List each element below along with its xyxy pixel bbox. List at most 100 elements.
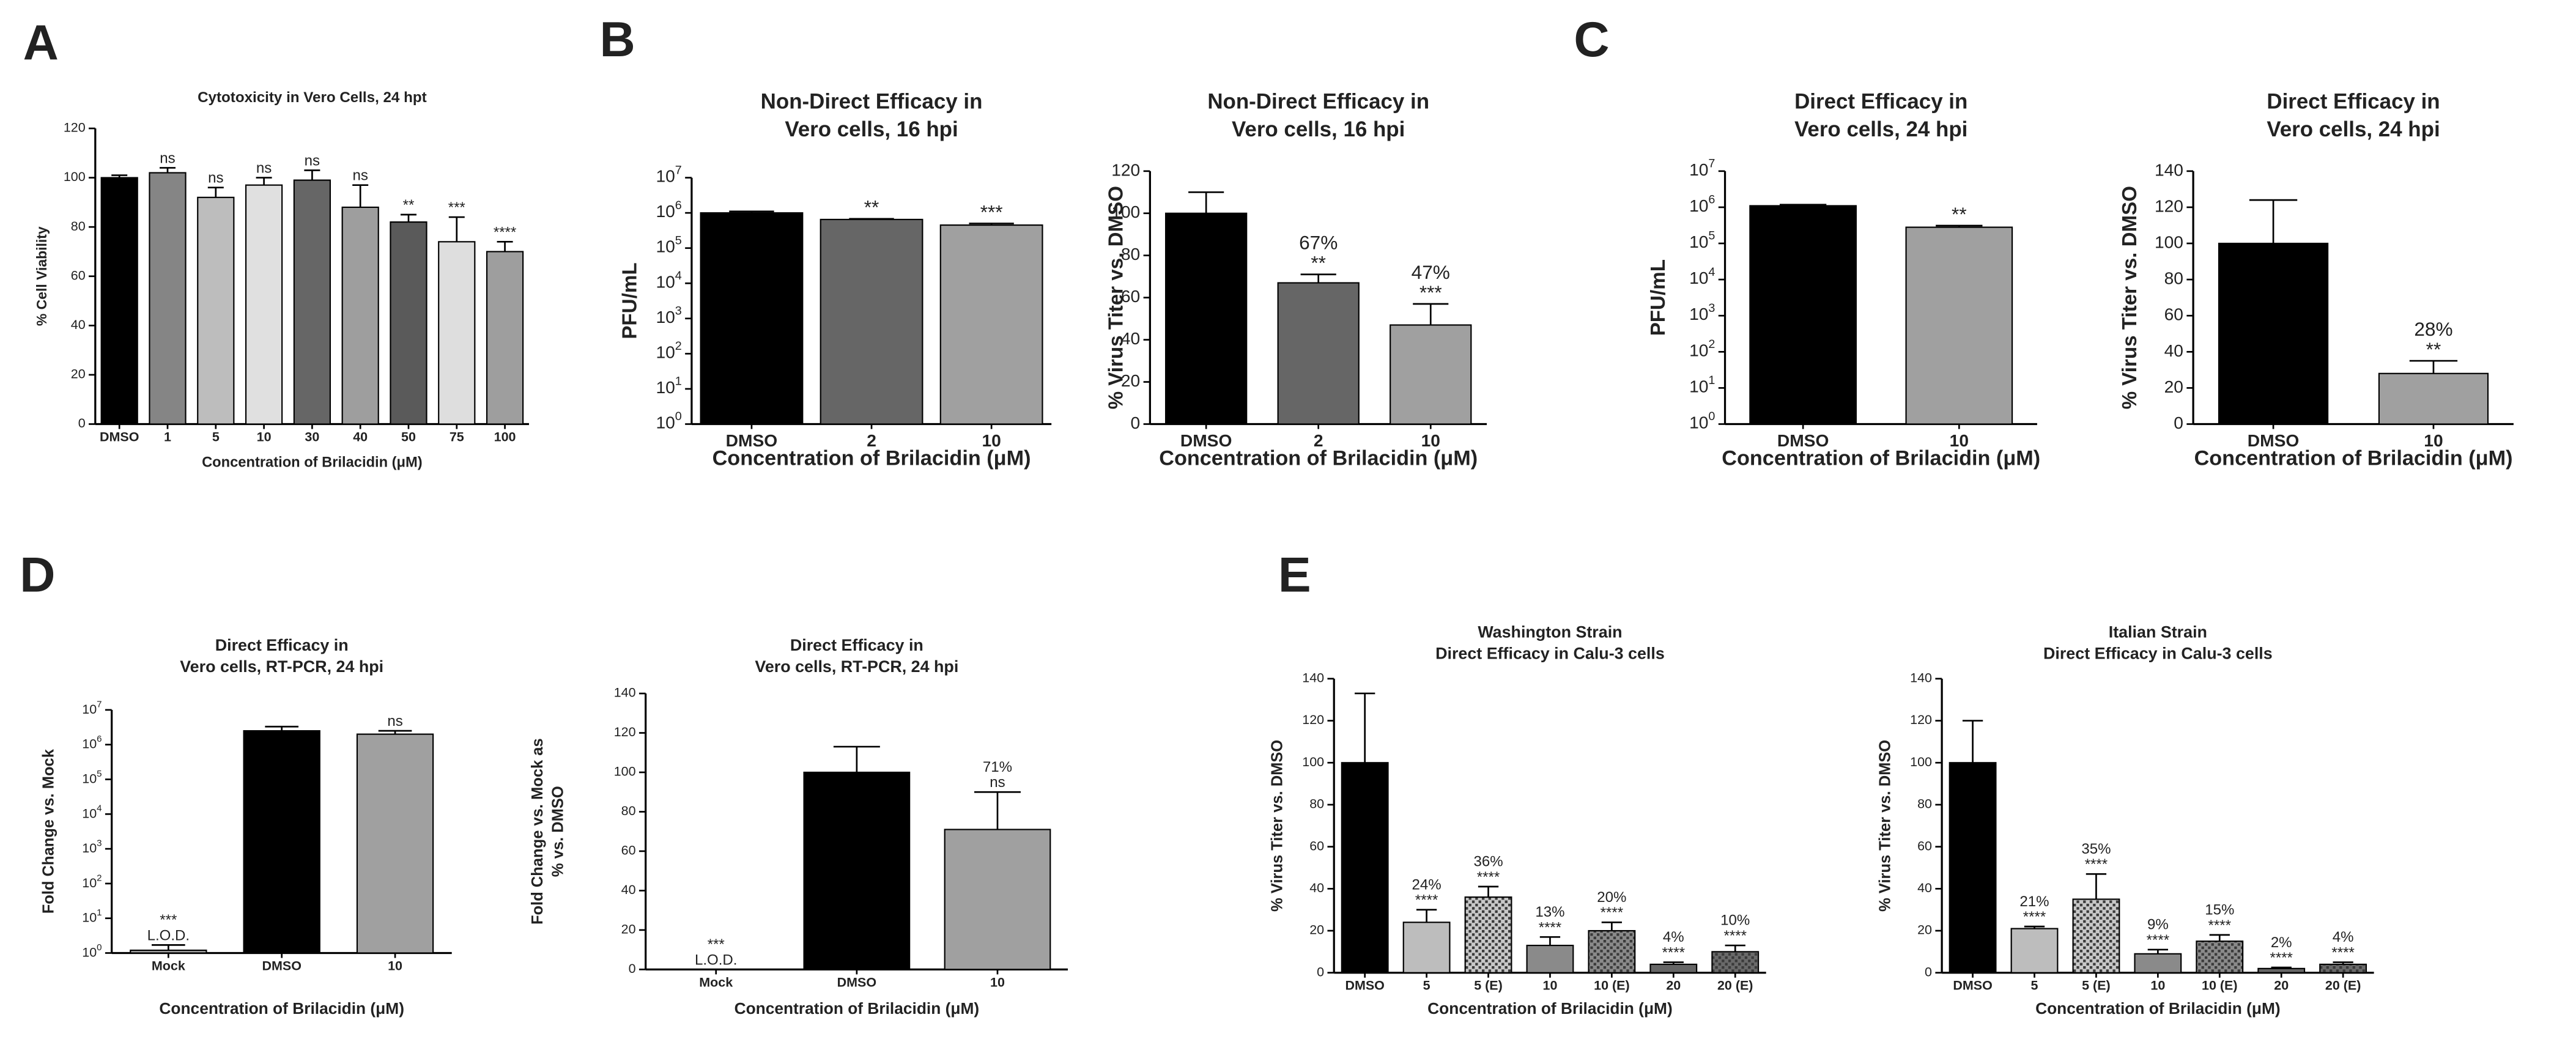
y-tick-label: 105 — [82, 769, 102, 786]
y-tick-label: 0 — [1317, 964, 1324, 979]
y-tick-label: 0 — [1925, 964, 1932, 979]
bar — [341, 206, 379, 425]
significance-label: ** — [864, 196, 879, 218]
bar — [2072, 898, 2120, 974]
x-axis-label: Concentration of Brilacidin (μM) — [1722, 447, 2040, 470]
y-tick-label: 100 — [1111, 202, 1140, 221]
y-tick-label: 80 — [2164, 268, 2183, 288]
bar — [486, 251, 524, 425]
significance-label: **** — [2331, 944, 2354, 961]
x-tick-label: 10 — [1421, 430, 1440, 450]
bar — [1164, 212, 1248, 425]
bar — [939, 224, 1043, 425]
y-tick-label: 104 — [1689, 265, 1715, 288]
y-tick-label: 20 — [71, 367, 86, 382]
bar — [1749, 205, 1857, 425]
significance-label: ns — [990, 774, 1005, 791]
significance-label: *** — [448, 199, 465, 216]
y-tick-label: 60 — [1121, 286, 1140, 306]
significance-label: **** — [2085, 856, 2108, 873]
y-tick-label: 40 — [1121, 328, 1140, 348]
x-tick-label: DMSO — [100, 429, 139, 444]
y-tick-label: 100 — [82, 942, 102, 959]
bar — [2218, 242, 2329, 425]
x-tick-label: 5 — [2031, 978, 2038, 993]
bar — [243, 730, 320, 954]
value-label: 20% — [1597, 889, 1626, 906]
y-tick-label: 104 — [82, 804, 102, 821]
y-axis-label: PFU/mL — [618, 262, 641, 339]
y-tick-label: 80 — [1121, 244, 1140, 264]
y-tick-label: 106 — [1689, 193, 1715, 216]
y-tick-label: 60 — [1917, 838, 1932, 853]
bar — [438, 241, 476, 425]
y-tick-label: 120 — [1111, 160, 1140, 179]
x-axis-label: Concentration of Brilacidin (μM) — [202, 454, 423, 470]
bar — [820, 218, 923, 425]
significance-label: **** — [2208, 917, 2231, 934]
panel-letter: B — [599, 12, 635, 67]
x-axis-label: Concentration of Brilacidin (μM) — [712, 447, 1031, 470]
value-label: 15% — [2205, 902, 2234, 918]
y-tick-label: 60 — [71, 268, 86, 283]
y-tick-label: 20 — [1121, 371, 1140, 390]
x-tick-label: 50 — [401, 429, 416, 444]
bar — [100, 177, 138, 425]
significance-label: *** — [708, 936, 725, 953]
y-tick-label: 100 — [64, 169, 86, 184]
y-tick-label: 101 — [656, 375, 681, 397]
x-tick-label: 10 — [388, 958, 402, 973]
y-tick-label: 140 — [1910, 671, 1932, 685]
significance-label: **** — [494, 224, 516, 240]
x-tick-label: 20 — [1666, 978, 1681, 993]
x-tick-label: 5 (E) — [2082, 978, 2111, 993]
y-tick-label: 106 — [656, 199, 681, 221]
y-tick-label: 20 — [621, 922, 636, 937]
bar — [293, 179, 331, 425]
bar — [2196, 940, 2244, 974]
y-tick-label: 105 — [656, 234, 681, 257]
x-tick-label: 75 — [450, 429, 464, 444]
y-tick-label: 140 — [2155, 160, 2183, 179]
y-tick-label: 20 — [2164, 377, 2183, 396]
bar — [1402, 922, 1451, 974]
bar — [700, 212, 804, 425]
significance-label: ns — [160, 150, 175, 166]
significance-label: **** — [1539, 919, 1561, 936]
bar — [1905, 226, 2013, 425]
value-label: 24% — [1412, 876, 1442, 893]
y-tick-label: 60 — [2164, 305, 2183, 324]
y-tick-label: 20 — [1309, 923, 1324, 937]
bar — [2134, 953, 2182, 974]
x-tick-label: 10 — [2150, 978, 2165, 993]
x-tick-label: Mock — [152, 958, 185, 973]
x-tick-label: 1 — [164, 429, 171, 444]
y-axis-label: Fold Change vs. Mock — [40, 748, 57, 914]
y-tick-label: 100 — [1302, 755, 1324, 769]
bar — [1526, 944, 1574, 974]
x-tick-label: 10 — [982, 430, 1001, 450]
x-tick-label: 5 — [1423, 978, 1430, 993]
panel-letter: C — [1574, 12, 1609, 67]
significance-label: **** — [1477, 869, 1500, 885]
x-tick-label: 20 (E) — [1717, 978, 1753, 993]
chart-title: Direct Efficacy in — [215, 636, 349, 654]
bar — [2257, 967, 2306, 974]
bar — [2319, 963, 2367, 974]
significance-label: ns — [387, 713, 402, 730]
x-tick-label: 5 — [212, 429, 220, 444]
y-tick-label: 0 — [1131, 413, 1141, 432]
x-tick-label: 10 — [257, 429, 272, 444]
y-tick-label: 140 — [1302, 671, 1324, 685]
y-tick-label: 0 — [629, 961, 636, 976]
chart-title: Washington Strain — [1478, 623, 1622, 641]
value-label: 47% — [1412, 261, 1450, 283]
y-axis-label: % Virus Titer vs. DMSO — [1269, 740, 1286, 912]
bar — [1711, 951, 1760, 974]
value-label: 13% — [1535, 904, 1564, 920]
chart-title: Direct Efficacy in Calu-3 cells — [1435, 645, 1665, 663]
value-label: 21% — [2019, 893, 2049, 910]
significance-label: L.O.D. — [147, 927, 190, 944]
y-tick-label: 104 — [656, 269, 681, 292]
value-label: 9% — [2147, 917, 2169, 933]
